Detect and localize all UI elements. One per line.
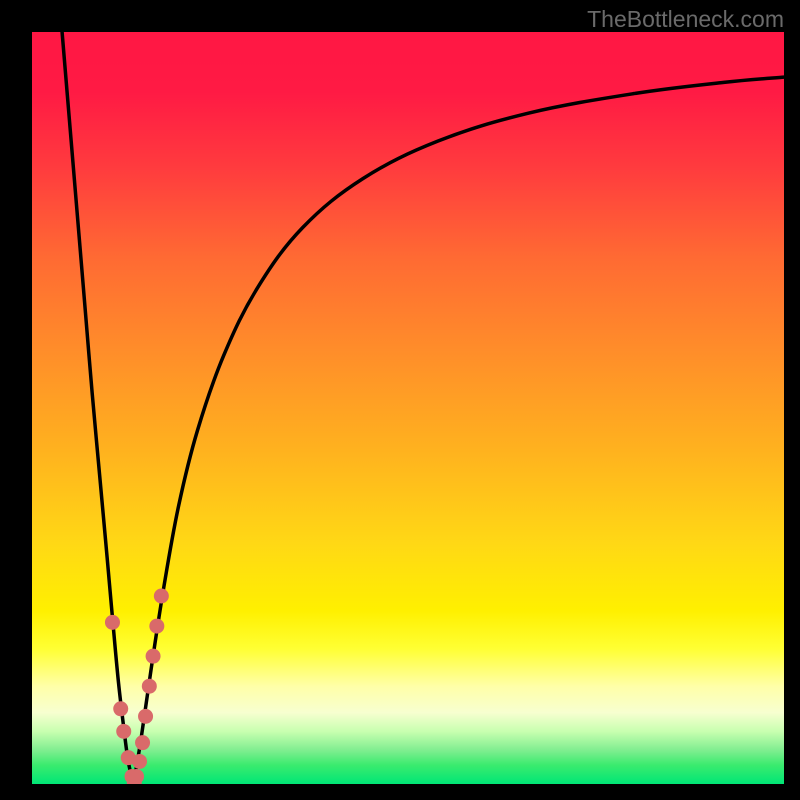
data-point-marker <box>105 615 120 630</box>
data-point-marker <box>138 709 153 724</box>
data-point-marker <box>116 724 131 739</box>
data-point-marker <box>132 754 147 769</box>
bottleneck-chart-svg <box>32 32 784 784</box>
watermark-text: TheBottleneck.com <box>587 6 784 33</box>
chart-container: TheBottleneck.com <box>0 0 800 800</box>
gradient-background <box>32 32 784 784</box>
data-point-marker <box>129 769 144 784</box>
data-point-marker <box>135 735 150 750</box>
data-point-marker <box>146 649 161 664</box>
data-point-marker <box>142 679 157 694</box>
data-point-marker <box>154 589 169 604</box>
data-point-marker <box>149 619 164 634</box>
plot-area <box>32 32 784 784</box>
data-point-marker <box>113 701 128 716</box>
